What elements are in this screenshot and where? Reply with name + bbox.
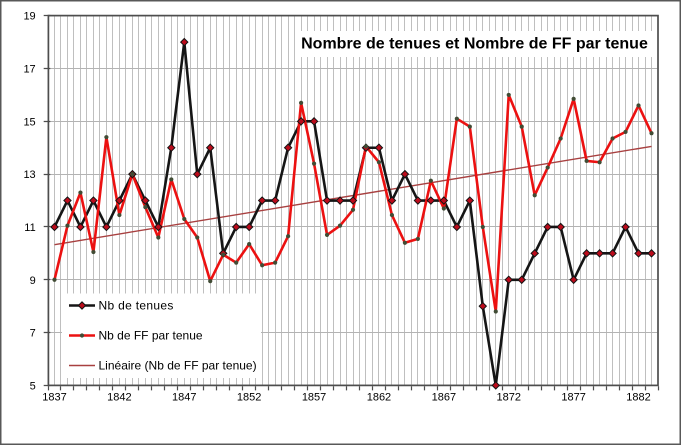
svg-text:5: 5 [30, 380, 36, 392]
svg-text:1862: 1862 [367, 392, 391, 404]
svg-text:1882: 1882 [626, 392, 650, 404]
svg-text:19: 19 [23, 11, 35, 23]
svg-text:1867: 1867 [432, 392, 456, 404]
svg-text:9: 9 [30, 275, 36, 287]
svg-text:Nb de FF par tenue: Nb de FF par tenue [99, 329, 203, 343]
svg-text:1842: 1842 [107, 392, 131, 404]
svg-text:11: 11 [24, 222, 35, 234]
svg-text:1857: 1857 [302, 392, 326, 404]
svg-text:13: 13 [23, 169, 35, 181]
svg-text:1852: 1852 [237, 392, 261, 404]
svg-text:17: 17 [23, 64, 35, 76]
svg-text:1837: 1837 [42, 392, 66, 404]
svg-text:Nb de tenues: Nb de tenues [99, 299, 174, 313]
svg-text:15: 15 [23, 116, 35, 128]
svg-text:1872: 1872 [496, 392, 520, 404]
svg-text:1847: 1847 [172, 392, 196, 404]
svg-text:1877: 1877 [561, 392, 585, 404]
svg-text:7: 7 [30, 328, 36, 340]
svg-text:Nombre de tenues et Nombre de: Nombre de tenues et Nombre de FF par ten… [301, 36, 648, 53]
svg-text:Linéaire (Nb de FF par tenue): Linéaire (Nb de FF par tenue) [99, 359, 257, 373]
